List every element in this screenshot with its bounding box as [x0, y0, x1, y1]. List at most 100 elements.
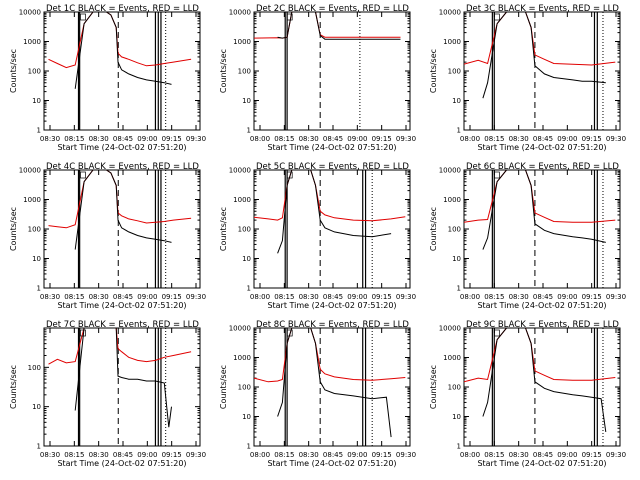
series-events-line — [277, 12, 401, 40]
x-axis-label: Start Time (24-Oct-02 07:51:20) — [57, 459, 186, 468]
y-axis-label: Counts/sec — [219, 49, 228, 93]
plot-frame — [43, 327, 201, 447]
x-axis-label: Start Time (24-Oct-02 07:51:20) — [57, 143, 186, 152]
y-tick-label: 10 — [452, 97, 461, 105]
panel-title: Det 1C BLACK = Events, RED = LLD — [46, 4, 199, 14]
y-tick-label: 1000 — [233, 196, 251, 204]
x-tick-label: 08:45 — [533, 293, 553, 301]
x-tick-label: 09:00 — [557, 135, 577, 143]
marker-flag — [494, 171, 500, 179]
y-axis-label: Counts/sec — [9, 365, 18, 409]
x-axis-label: Start Time (24-Oct-02 07:51:20) — [267, 301, 396, 310]
x-tick-label: 08:30 — [89, 135, 109, 143]
x-tick-label: 09:30 — [396, 451, 416, 459]
panel-det-9: 1 10 100 1000 10000 08:00 08:15 08:30 08:45 09:00… — [429, 320, 626, 468]
plot-area — [48, 170, 192, 288]
marker-flag — [80, 171, 86, 179]
y-tick-label: 1 — [247, 127, 251, 135]
x-tick-label: 08:15 — [484, 451, 504, 459]
marker-flag — [286, 13, 293, 21]
marker-flag — [494, 329, 500, 337]
x-tick-label: 08:45 — [113, 135, 133, 143]
y-tick-label: 10 — [452, 255, 461, 263]
x-tick-label: 08:30 — [509, 293, 529, 301]
x-tick-label: 08:15 — [274, 451, 294, 459]
series-events-line — [482, 328, 607, 432]
x-tick-label: 09:00 — [347, 135, 367, 143]
plot-frame — [43, 11, 201, 131]
x-axis-label: Start Time (24-Oct-02 07:51:20) — [477, 143, 606, 152]
x-tick-label: 09:15 — [582, 135, 602, 143]
y-tick-label: 1000 — [443, 38, 461, 46]
panel-title: Det 8C BLACK = Events, RED = LLD — [256, 320, 409, 330]
y-tick-label: 1000 — [443, 354, 461, 362]
x-axis-label: Start Time (24-Oct-02 07:51:20) — [267, 459, 396, 468]
y-tick-label: 1000 — [23, 196, 41, 204]
marker-flag — [80, 13, 86, 21]
marker-flag — [286, 171, 293, 179]
x-axis-label: Start Time (24-Oct-02 07:51:20) — [477, 301, 606, 310]
x-tick-label: 08:45 — [533, 135, 553, 143]
y-tick-label: 1 — [37, 285, 41, 293]
x-tick-label: 08:15 — [484, 293, 504, 301]
panel-title: Det 2C BLACK = Events, RED = LLD — [256, 4, 409, 14]
x-tick-label: 08:00 — [460, 135, 480, 143]
x-tick-label: 09:00 — [347, 293, 367, 301]
series-events-line — [482, 170, 606, 250]
x-tick-label: 09:00 — [347, 451, 367, 459]
x-tick-label: 08:15 — [64, 451, 84, 459]
panel-det-4: 1 10 100 1000 10000 08:30 08:15 08:30 08:45 09:00… — [9, 162, 206, 310]
x-tick-label: 08:15 — [274, 135, 294, 143]
plot-frame — [253, 327, 411, 447]
y-tick-label: 1000 — [233, 38, 251, 46]
panel-det-5: 1 10 100 1000 10000 08:00 08:15 08:30 08:45 09:00… — [219, 162, 416, 310]
series-events-line — [74, 12, 172, 89]
y-tick-label: 10000 — [439, 9, 461, 17]
x-tick-label: 08:00 — [250, 293, 270, 301]
marker-flag — [494, 13, 500, 21]
x-tick-label: 08:00 — [460, 293, 480, 301]
x-tick-label: 08:30 — [89, 293, 109, 301]
x-tick-label: 08:45 — [113, 293, 133, 301]
y-tick-label: 100 — [28, 364, 41, 372]
plot-area — [254, 328, 406, 446]
x-tick-label: 09:30 — [396, 135, 416, 143]
x-tick-label: 08:45 — [113, 451, 133, 459]
panel-title: Det 9C BLACK = Events, RED = LLD — [466, 320, 619, 330]
y-tick-label: 100 — [28, 68, 41, 76]
x-tick-label: 09:15 — [162, 293, 182, 301]
plot-area — [464, 170, 616, 288]
y-tick-label: 10000 — [19, 167, 41, 175]
x-tick-label: 09:15 — [162, 135, 182, 143]
y-tick-label: 1 — [247, 285, 251, 293]
plot-area — [254, 12, 401, 130]
x-tick-label: 09:15 — [372, 293, 392, 301]
y-axis-label: Counts/sec — [9, 49, 18, 93]
plot-area — [464, 328, 616, 446]
y-tick-label: 10 — [452, 413, 461, 421]
panel-title: Det 5C BLACK = Events, RED = LLD — [256, 162, 409, 172]
series-events-line — [482, 12, 606, 99]
y-axis-label: Counts/sec — [429, 207, 438, 251]
y-axis-label: Counts/sec — [429, 365, 438, 409]
x-tick-label: 09:30 — [186, 293, 206, 301]
x-tick-label: 09:15 — [582, 293, 602, 301]
y-tick-label: 1000 — [443, 196, 461, 204]
x-tick-label: 09:15 — [162, 451, 182, 459]
y-tick-label: 100 — [448, 384, 461, 392]
panel-title: Det 7C BLACK = Events, RED = LLD — [46, 320, 199, 330]
panel-det-7: 1 10 100 08:30 08:15 08:30 08:45 09:00 09:15 09:3… — [9, 320, 206, 468]
x-axis-label: Start Time (24-Oct-02 07:51:20) — [477, 459, 606, 468]
x-tick-label: 09:30 — [186, 451, 206, 459]
plot-area — [464, 12, 616, 130]
x-axis-label: Start Time (24-Oct-02 07:51:20) — [267, 143, 396, 152]
x-tick-label: 08:30 — [40, 293, 60, 301]
x-tick-label: 08:45 — [323, 293, 343, 301]
panel-det-8: 1 10 100 1000 10000 08:00 08:15 08:30 08:45 09:00… — [219, 320, 416, 468]
y-tick-label: 10 — [242, 255, 251, 263]
x-tick-label: 09:30 — [186, 135, 206, 143]
y-tick-label: 10 — [32, 255, 41, 263]
plot-frame — [43, 169, 201, 289]
y-axis-label: Counts/sec — [219, 207, 228, 251]
y-tick-label: 1 — [37, 443, 41, 451]
